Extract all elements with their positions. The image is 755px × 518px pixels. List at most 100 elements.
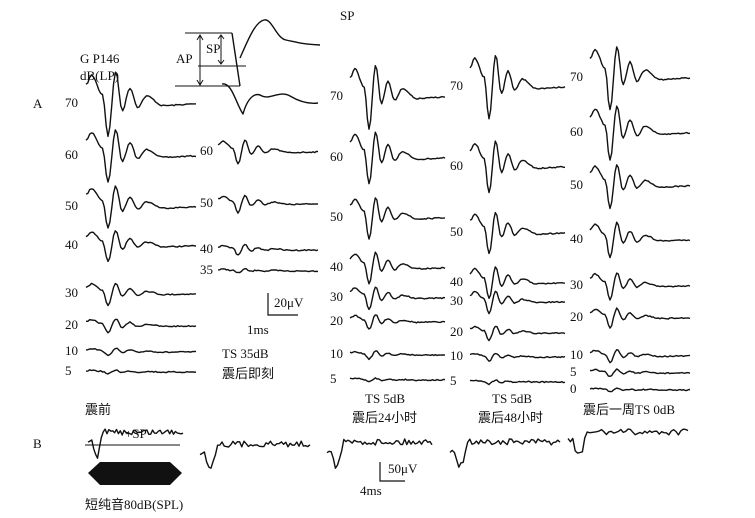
column-caption: 震后即刻 [222, 366, 274, 381]
level-label: 10 [65, 343, 78, 358]
level-label: 40 [65, 237, 78, 252]
waveform [589, 105, 691, 161]
level-label: 40 [200, 241, 213, 256]
level-label: 60 [200, 143, 213, 158]
waveform [85, 347, 197, 357]
level-label: 10 [570, 347, 583, 362]
level-label: 50 [200, 195, 213, 210]
level-label: 5 [330, 371, 337, 386]
level-label: 70 [65, 95, 78, 110]
level-label: 0 [570, 381, 577, 396]
level-label: 5 [570, 364, 577, 379]
level-label: 20 [330, 313, 343, 328]
waveform [589, 387, 691, 393]
waveform [86, 318, 197, 334]
level-label: 40 [450, 274, 463, 289]
scale-label: 4ms [360, 483, 382, 498]
level-label: 60 [330, 149, 343, 164]
level-label: 40 [330, 259, 343, 274]
level-label: 20 [65, 317, 78, 332]
level-label: 50 [65, 198, 78, 213]
waveform [449, 438, 561, 468]
level-label: 60 [450, 158, 463, 173]
waveform [217, 243, 319, 256]
scale-bar [267, 293, 298, 316]
waveform [218, 194, 319, 214]
waveform [469, 211, 566, 255]
sp-label: +SP [125, 426, 147, 441]
level-label: 70 [450, 78, 463, 93]
scale-label: 1ms [247, 322, 269, 337]
waveform [469, 325, 566, 342]
level-label: 70 [330, 88, 343, 103]
figure-title: SP [340, 8, 354, 23]
waveform [349, 350, 446, 361]
column-header: dB(LP) [80, 68, 119, 83]
stimulus-envelope [88, 462, 182, 485]
waveform [469, 290, 566, 315]
level-label: 30 [570, 277, 583, 292]
waveform [217, 268, 319, 274]
waveform [85, 369, 197, 375]
panel-label: B [33, 436, 42, 451]
level-label: 30 [450, 293, 463, 308]
level-label: 50 [570, 177, 583, 192]
waveform [469, 352, 566, 362]
waveform [217, 139, 319, 165]
column-caption: TS 5dB [492, 391, 532, 406]
column-caption: 震后24小时 [352, 410, 417, 425]
inset-label: SP [206, 41, 220, 56]
waveform [349, 314, 446, 330]
level-label: 5 [65, 363, 72, 378]
column-caption: TS 5dB [365, 391, 405, 406]
waveform [589, 349, 691, 364]
waveform [85, 129, 197, 183]
inset-diagram [175, 19, 321, 115]
waveform [349, 286, 446, 311]
waveform [589, 221, 691, 259]
waveform [589, 368, 691, 377]
waveform [469, 55, 566, 120]
level-label: 60 [570, 124, 583, 139]
waveform [87, 428, 184, 459]
waveform [349, 251, 446, 285]
column-header: G P146 [80, 51, 120, 66]
scale-label: 50μV [388, 461, 418, 476]
level-label: 30 [330, 289, 343, 304]
waveform [589, 164, 691, 210]
level-label: 20 [450, 324, 463, 339]
level-label: 40 [570, 231, 583, 246]
waveform [349, 197, 446, 240]
level-label: 30 [65, 285, 78, 300]
level-label: 70 [570, 69, 583, 84]
scale-bar [379, 462, 405, 482]
waveform [85, 71, 197, 138]
panel-label: A [33, 96, 43, 111]
level-label: 50 [330, 209, 343, 224]
waveform [589, 272, 691, 301]
waveform [199, 440, 311, 469]
waveform [589, 307, 691, 329]
column-caption: 震后48小时 [478, 410, 543, 425]
waveform [85, 282, 196, 307]
level-label: 10 [450, 348, 463, 363]
waveform [469, 266, 566, 299]
level-label: 20 [570, 309, 583, 324]
waveform [349, 131, 446, 185]
waveform [326, 438, 433, 469]
waveform [349, 377, 446, 383]
level-label: 50 [450, 224, 463, 239]
waveform [349, 65, 446, 130]
level-label: 5 [450, 373, 457, 388]
level-label: 60 [65, 147, 78, 162]
level-label: 35 [200, 262, 213, 277]
waveform [85, 230, 197, 263]
stimulus-label: 短纯音80dB(SPL) [85, 497, 183, 512]
waveform [469, 140, 566, 194]
level-label: 10 [330, 346, 343, 361]
waveform [589, 46, 691, 111]
inset-label: AP [176, 51, 193, 66]
waveform [85, 185, 197, 229]
